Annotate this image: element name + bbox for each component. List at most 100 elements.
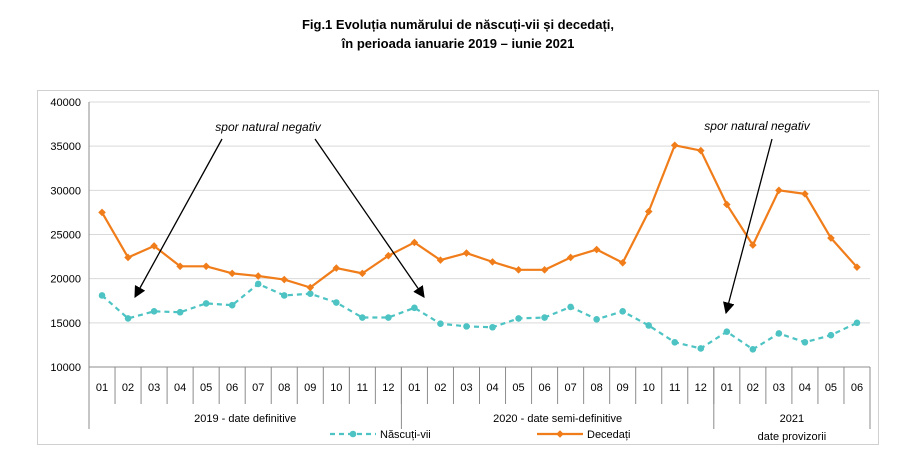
y-tick-label: 15000 <box>50 318 81 330</box>
series-line-0 <box>101 282 858 351</box>
data-point <box>306 283 315 292</box>
legend-label: Decedați <box>587 429 630 441</box>
data-point <box>853 319 861 327</box>
data-point <box>644 207 653 216</box>
data-point <box>410 238 419 247</box>
data-point <box>515 315 522 322</box>
x-tick-label: 05 <box>200 382 212 394</box>
data-point <box>385 314 392 321</box>
x-tick-label: 01 <box>721 382 733 394</box>
x-tick-label: 12 <box>695 382 707 394</box>
x-tick-label: 06 <box>851 382 863 394</box>
x-tick-label: 03 <box>460 382 472 394</box>
data-point <box>150 242 158 250</box>
annotation-label: spor natural negativ <box>704 119 810 133</box>
data-point <box>645 322 653 329</box>
data-point <box>540 266 549 274</box>
data-point <box>254 280 262 288</box>
group-label: 2020 - date semi-definitive <box>493 413 622 425</box>
data-point <box>775 330 783 337</box>
chart-title-line1: Fig.1 Evoluția numărului de născuți-vii … <box>301 17 615 32</box>
data-point <box>670 141 679 150</box>
y-tick-label: 35000 <box>50 141 81 153</box>
data-point <box>280 275 289 284</box>
group-label: 2019 - date definitive <box>194 413 296 425</box>
x-tick-label: 06 <box>226 382 238 394</box>
data-point <box>124 253 132 262</box>
data-point <box>827 331 835 339</box>
data-point <box>853 263 861 271</box>
data-point <box>723 200 731 209</box>
data-point <box>98 208 106 217</box>
x-tick-label: 01 <box>408 382 420 394</box>
data-point <box>306 290 314 297</box>
data-point <box>202 262 210 271</box>
series-line-1 <box>101 144 858 289</box>
data-point <box>280 292 288 299</box>
x-tick-label: 06 <box>538 382 550 394</box>
data-point <box>228 301 236 309</box>
data-point <box>827 234 835 242</box>
data-point <box>176 308 184 316</box>
x-tick-label: 03 <box>148 382 160 394</box>
data-point <box>333 299 340 306</box>
x-tick-label: 02 <box>747 382 759 394</box>
data-point <box>566 253 575 262</box>
x-tick-label: 04 <box>799 382 811 394</box>
x-tick-label: 03 <box>773 382 785 394</box>
data-point <box>775 186 783 195</box>
x-tick-label: 12 <box>382 382 394 394</box>
x-tick-label: 07 <box>252 382 264 394</box>
data-point <box>723 328 731 335</box>
x-tick-label: 04 <box>486 382 498 394</box>
x-tick-label: 08 <box>591 382 603 394</box>
data-point <box>619 308 626 315</box>
chart-frame <box>37 90 879 445</box>
data-point <box>463 323 470 330</box>
data-point <box>254 272 263 280</box>
legend-marker <box>556 430 564 438</box>
x-tick-label: 05 <box>512 382 524 394</box>
x-tick-label: 01 <box>96 382 108 394</box>
data-point <box>202 300 210 307</box>
data-point <box>411 304 418 312</box>
legend-marker <box>349 430 357 438</box>
y-tick-label: 25000 <box>50 230 81 242</box>
legend-label: Născuți-vii <box>380 429 431 441</box>
x-tick-label: 02 <box>122 382 134 394</box>
data-point <box>124 315 132 322</box>
data-point <box>567 303 574 311</box>
data-point <box>801 190 809 198</box>
data-point <box>332 264 341 272</box>
data-point <box>359 314 366 321</box>
annotation-arrow <box>723 138 773 315</box>
x-tick-label: 02 <box>434 382 446 394</box>
y-tick-label: 40000 <box>50 97 81 109</box>
y-tick-label: 20000 <box>50 274 81 286</box>
data-point <box>384 251 393 260</box>
chart-title-line2: în perioada ianuarie 2019 – iunie 2021 <box>341 36 575 51</box>
data-point <box>618 258 627 267</box>
data-point <box>671 338 679 346</box>
data-point <box>696 146 705 155</box>
data-point <box>801 338 809 346</box>
data-point <box>488 258 497 266</box>
annotation-label: spor natural negativ <box>215 120 321 134</box>
group-label: 2021 <box>780 413 804 425</box>
data-point <box>228 269 236 278</box>
x-tick-label: 10 <box>330 382 342 394</box>
group-sublabel: date provizorii <box>758 431 826 443</box>
annotation-arrow <box>134 138 223 299</box>
x-tick-label: 08 <box>278 382 290 394</box>
data-point <box>437 320 444 328</box>
data-point <box>176 262 184 271</box>
data-point <box>436 256 445 264</box>
x-tick-label: 09 <box>304 382 316 394</box>
x-tick-label: 10 <box>643 382 655 394</box>
x-tick-label: 11 <box>669 382 680 394</box>
data-point <box>358 269 367 278</box>
annotation-arrow <box>314 138 425 298</box>
x-tick-label: 09 <box>617 382 629 394</box>
data-point <box>593 316 600 323</box>
